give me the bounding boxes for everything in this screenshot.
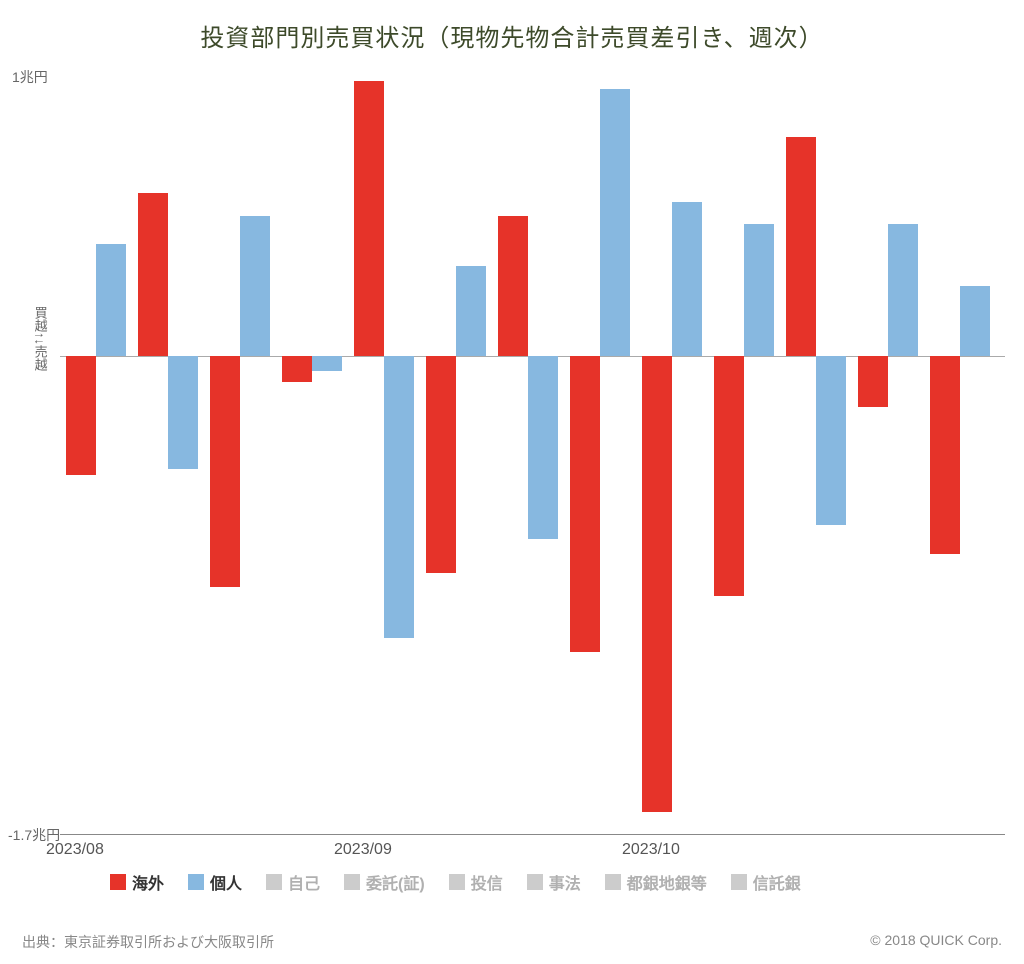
bar-個人-11	[888, 224, 918, 356]
x-label: 2023/08	[46, 841, 104, 859]
legend-swatch	[266, 874, 282, 890]
legend-label: 都銀地銀等	[627, 870, 707, 894]
legend-swatch	[731, 874, 747, 890]
legend-swatch	[188, 874, 204, 890]
legend-item-海外[interactable]: 海外	[110, 870, 164, 894]
chart-container: 投資部門別売買状況（現物先物合計売買差引き、週次） 海外 個人 自己 委託(証) 投信 事…	[0, 0, 1024, 964]
legend-label: 個人	[210, 870, 242, 894]
bar-個人-7	[600, 89, 630, 356]
bar-海外-3	[282, 356, 312, 381]
legend-item-都銀地銀等[interactable]: 都銀地銀等	[605, 870, 707, 894]
bar-個人-10	[816, 356, 846, 525]
x-label: 2023/09	[334, 841, 392, 859]
bar-海外-2	[210, 356, 240, 587]
legend-label: 海外	[132, 870, 164, 894]
bar-海外-4	[354, 81, 384, 357]
legend-swatch	[527, 874, 543, 890]
y-label-mid: 買越↑↓売越	[32, 306, 48, 371]
legend-label: 投信	[471, 870, 503, 894]
legend-label: 自己	[288, 870, 320, 894]
copyright-text: © 2018 QUICK Corp.	[870, 932, 1002, 952]
x-label: 2023/10	[622, 841, 680, 859]
legend-label: 事法	[549, 870, 581, 894]
legend-swatch	[605, 874, 621, 890]
source-text: 出典：東京証券取引所および大阪取引所	[22, 932, 274, 952]
legend-item-自己[interactable]: 自己	[266, 870, 320, 894]
bar-海外-7	[570, 356, 600, 652]
legend-item-委託(証)[interactable]: 委託(証)	[344, 870, 425, 894]
bar-海外-0	[66, 356, 96, 474]
bar-個人-4	[384, 356, 414, 637]
bar-海外-12	[930, 356, 960, 553]
legend-label: 信託銀	[753, 870, 801, 894]
plot-area	[60, 75, 1005, 835]
legend-item-個人[interactable]: 個人	[188, 870, 242, 894]
legend: 海外 個人 自己 委託(証) 投信 事法 都銀地銀等 信託銀	[110, 870, 940, 894]
legend-item-投信[interactable]: 投信	[449, 870, 503, 894]
bar-個人-2	[240, 216, 270, 357]
bar-海外-10	[786, 137, 816, 357]
bar-海外-11	[858, 356, 888, 407]
bar-個人-3	[312, 356, 342, 370]
bar-個人-9	[744, 224, 774, 356]
legend-swatch	[110, 874, 126, 890]
bar-海外-1	[138, 193, 168, 356]
bar-海外-8	[642, 356, 672, 812]
legend-item-信託銀[interactable]: 信託銀	[731, 870, 801, 894]
footer: 出典：東京証券取引所および大阪取引所 © 2018 QUICK Corp.	[22, 932, 1002, 952]
bar-海外-6	[498, 216, 528, 357]
bar-個人-8	[672, 202, 702, 357]
bar-海外-5	[426, 356, 456, 573]
bar-個人-5	[456, 266, 486, 356]
legend-item-事法[interactable]: 事法	[527, 870, 581, 894]
bar-個人-12	[960, 286, 990, 356]
bar-海外-9	[714, 356, 744, 595]
bar-個人-0	[96, 244, 126, 357]
chart-title: 投資部門別売買状況（現物先物合計売買差引き、週次）	[0, 0, 1024, 53]
bar-個人-6	[528, 356, 558, 539]
y-label-top: 1兆円	[12, 67, 48, 87]
legend-swatch	[449, 874, 465, 890]
bar-個人-1	[168, 356, 198, 469]
x-axis-line	[60, 834, 1005, 835]
legend-label: 委託(証)	[366, 870, 425, 894]
legend-swatch	[344, 874, 360, 890]
